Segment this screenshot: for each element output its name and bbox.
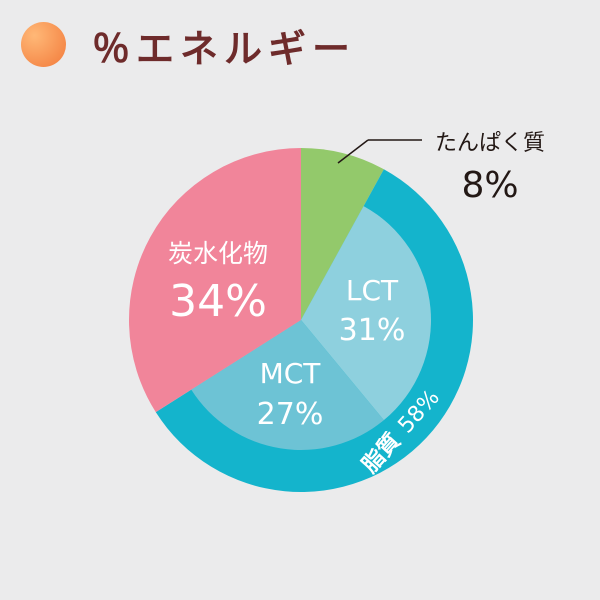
label-protein-name: たんぱく質 <box>435 131 545 156</box>
leader-line <box>337 139 369 164</box>
pie-slice <box>129 148 301 413</box>
label-carb-name: 炭水化物 <box>168 239 268 268</box>
label-mct-value: 27% <box>257 397 324 432</box>
label-carb-value: 34% <box>169 276 267 327</box>
label-mct-name: MCT <box>260 357 322 390</box>
label-protein-value: 8% <box>461 165 518 206</box>
chart-title: ％エネルギー <box>92 27 357 71</box>
pie-subslice <box>191 320 384 450</box>
pie-slice <box>301 148 384 320</box>
title-bullet-icon <box>21 22 66 67</box>
label-lct-value: 31% <box>339 313 406 348</box>
label-lct-name: LCT <box>346 274 399 307</box>
pie-subslice <box>301 206 431 421</box>
